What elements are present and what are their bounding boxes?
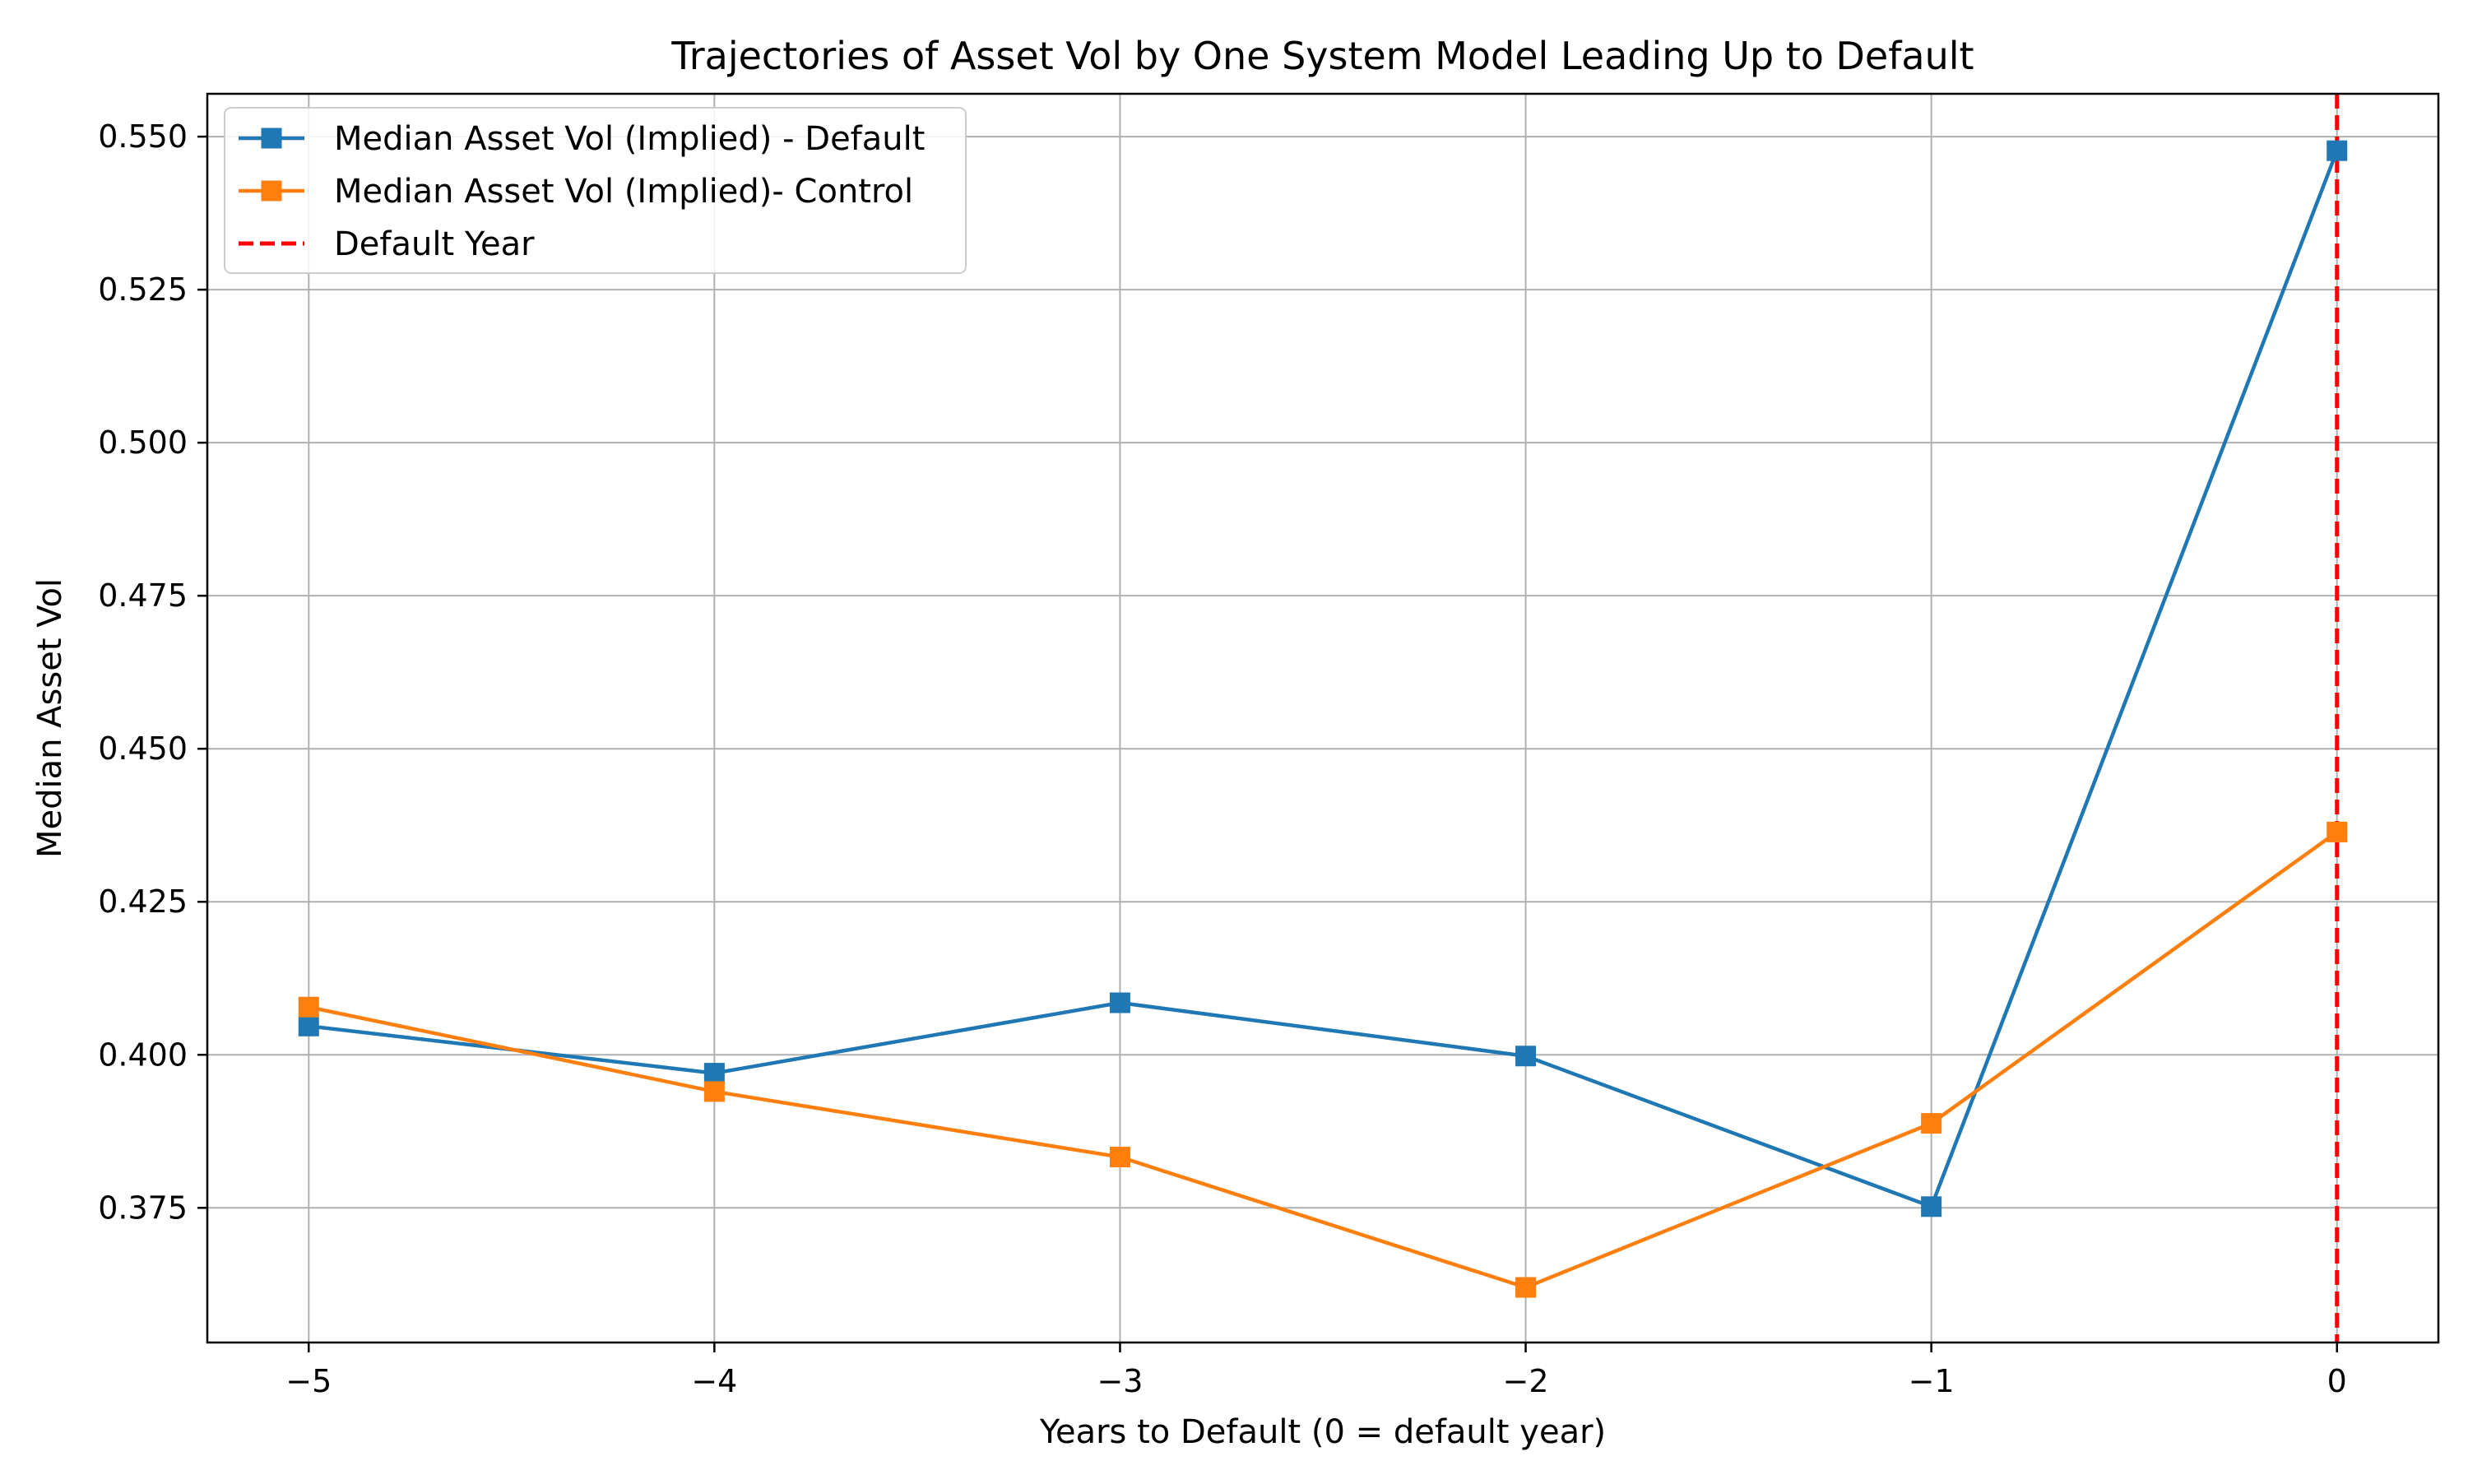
x-tick-label: 0 [2327, 1363, 2347, 1399]
x-tick-label: −4 [691, 1363, 737, 1399]
y-tick-label: 0.425 [98, 883, 188, 920]
legend-label: Default Year [334, 225, 535, 263]
x-tick-label: −1 [1909, 1363, 1955, 1399]
legend-swatch-marker [261, 180, 282, 202]
x-tick-label: −3 [1097, 1363, 1143, 1399]
legend-box [224, 107, 967, 274]
data-point [298, 1015, 319, 1036]
series-layer [298, 140, 2348, 1298]
data-point [1109, 1147, 1130, 1168]
x-tick-label: −2 [1503, 1363, 1549, 1399]
legend-label: Median Asset Vol (Implied) - Default [334, 120, 925, 158]
data-point [1109, 992, 1130, 1013]
legend-entry: Median Asset Vol (Implied)- Control [239, 173, 913, 211]
y-tick-label: 0.375 [98, 1190, 188, 1226]
x-tick-label: −5 [285, 1363, 332, 1399]
axis-ticks: −5 −4 −3 −2 −1 0 0.375 0.400 0.425 0.450 0.475 0.50… [98, 118, 2347, 1399]
data-point [1515, 1277, 1537, 1298]
legend-entry: Median Asset Vol (Implied) - Default [239, 120, 925, 158]
legend-entries: Median Asset Vol (Implied) - Default Medi… [239, 120, 925, 263]
data-point [1921, 1113, 1942, 1134]
data-point [703, 1063, 725, 1084]
series-1 [298, 140, 2348, 1217]
y-tick-label: 0.525 [98, 271, 188, 308]
plot-frame [206, 92, 2440, 1344]
y-tick-label: 0.400 [98, 1036, 188, 1073]
legend-label: Median Asset Vol (Implied)- Control [334, 173, 913, 211]
data-point [703, 1081, 725, 1102]
data-point [1921, 1196, 1942, 1217]
series-line [308, 150, 2339, 1209]
legend-swatch-marker [261, 128, 282, 149]
legend-entry: Default Year [239, 225, 535, 263]
y-tick-label: 0.475 [98, 577, 188, 614]
data-point [1515, 1046, 1537, 1067]
y-tick-label: 0.450 [98, 730, 188, 767]
data-point [298, 996, 319, 1018]
series-2 [298, 821, 2348, 1298]
y-tick-label: 0.550 [98, 118, 188, 155]
y-axis-label: Median Asset Vol [31, 578, 69, 858]
data-point [2327, 140, 2348, 161]
series-line [308, 830, 2339, 1290]
chart-title: Trajectories of Asset Vol by One System … [670, 34, 1974, 78]
grid-lines [207, 94, 2438, 1343]
y-tick-label: 0.500 [98, 424, 188, 461]
legend: Median Asset Vol (Implied) - Default Medi… [224, 107, 967, 274]
x-axis-label: Years to Default (0 = default year) [1039, 1413, 1606, 1451]
data-point [2327, 821, 2348, 842]
